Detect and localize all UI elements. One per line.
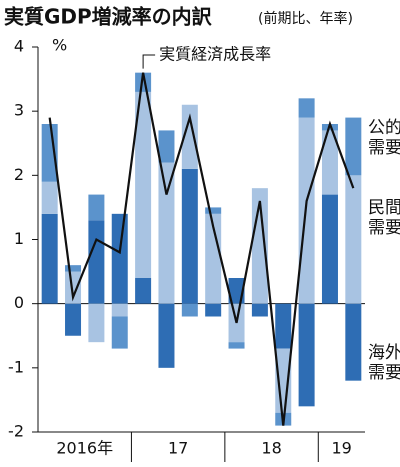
year-label: 17 [168, 439, 188, 458]
bar-segment [298, 303, 315, 407]
y-tick-label: 4 [14, 37, 24, 56]
bar-segment [111, 303, 128, 317]
legend-entry: 海外需要 [368, 343, 400, 383]
bar-segment [88, 303, 105, 343]
chart-subtitle: (前期比、年率) [258, 10, 353, 27]
y-tick-label: 3 [14, 101, 24, 120]
bar-segment [345, 117, 362, 176]
bar-segment [345, 175, 362, 304]
bar-segment [88, 220, 105, 304]
bar-segment [158, 130, 175, 163]
annotation-leader [142, 54, 156, 69]
y-unit: % [52, 36, 67, 55]
bar-segment [41, 181, 58, 214]
bar-segment [65, 271, 82, 304]
legend-entry: 民間需要 [368, 198, 400, 238]
bar-segment [321, 130, 338, 195]
bar-segment [275, 303, 292, 349]
bar-segment [205, 303, 222, 317]
bar-segment [65, 303, 82, 336]
growth-line [48, 72, 355, 426]
y-tick-label: -2 [8, 422, 24, 441]
bar-segment [228, 342, 245, 349]
annotation: 実質経済成長率 [159, 45, 271, 64]
year-label: 19 [331, 439, 351, 458]
bar-segment [298, 98, 315, 118]
bar-segment [135, 72, 152, 92]
bar-segment [111, 213, 128, 304]
bar-segment [181, 168, 198, 304]
y-tick-label: -1 [8, 357, 24, 376]
bar-segment [345, 303, 362, 381]
bar-segment [205, 213, 222, 304]
bar-segment [321, 194, 338, 304]
bar-segment [181, 303, 198, 317]
bar-segment [158, 162, 175, 304]
chart-title: 実質GDP増減率の内訳 [4, 5, 213, 29]
bar-segment [158, 303, 175, 368]
bar-segment [135, 278, 152, 304]
bar-segment [41, 213, 58, 304]
bar-segment [111, 316, 128, 349]
bar-segment [181, 104, 198, 169]
year-label: 2016年 [56, 439, 113, 458]
legend-entry: 公的需要 [368, 118, 400, 158]
y-tick-label: 2 [14, 165, 24, 184]
bar-segment [251, 303, 268, 317]
bar-segment [135, 91, 152, 279]
y-tick-label: 1 [14, 229, 24, 248]
bar-segment [41, 124, 58, 182]
y-tick-label: 0 [14, 293, 24, 312]
bar-segment [65, 265, 82, 272]
year-label: 18 [261, 439, 281, 458]
bar-segment [88, 194, 105, 221]
bar-segment [205, 207, 222, 214]
